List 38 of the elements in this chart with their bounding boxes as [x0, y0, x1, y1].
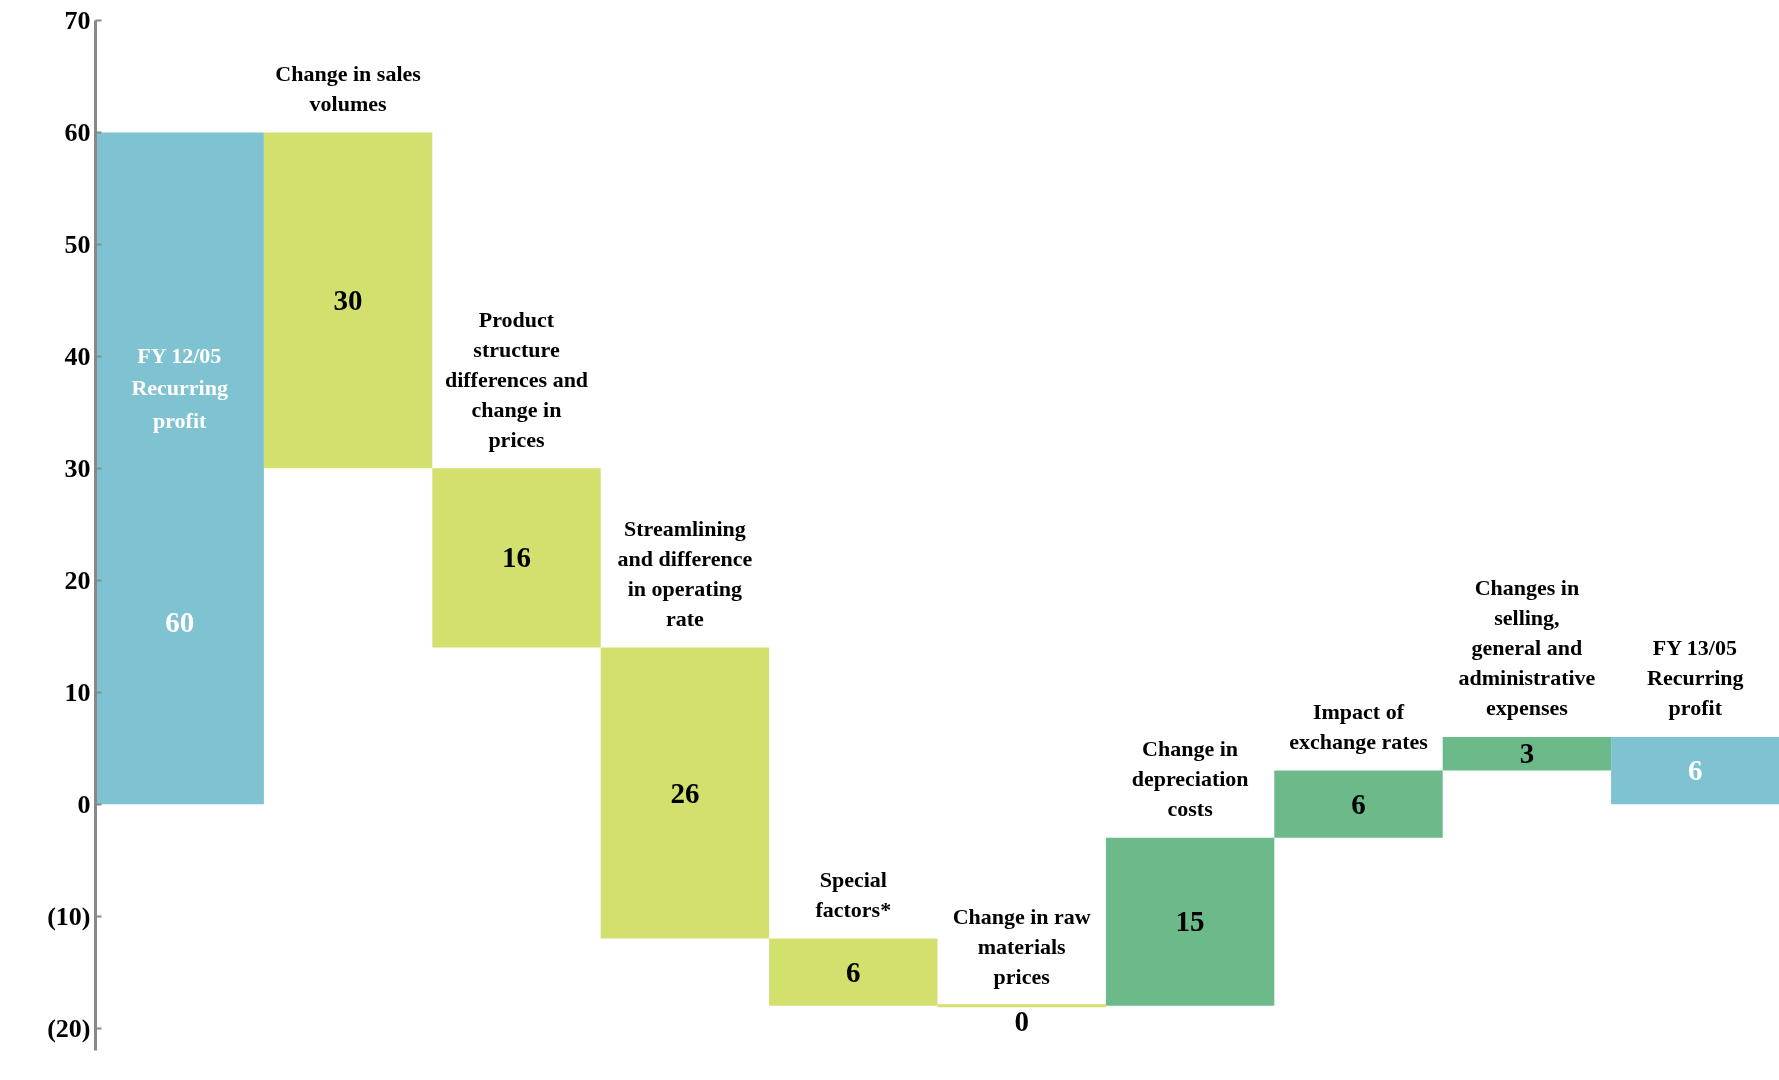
y-tick-label: 10 — [64, 677, 91, 707]
bar — [263, 132, 433, 469]
bar — [1105, 837, 1275, 1006]
data-label: 26 — [670, 776, 700, 809]
data-label: 60 — [165, 606, 195, 639]
x-tick-label: Changes in selling, general and administrative expenses — [1458, 575, 1596, 721]
data-label: 3 — [1519, 737, 1535, 770]
y-tick-label: 0 — [77, 789, 91, 819]
data-label: 6 — [846, 955, 861, 988]
x-tick-label: Change in depreciation costs — [1131, 735, 1249, 821]
y-tick-label: 30 — [64, 453, 91, 483]
bar — [95, 132, 264, 805]
x-tick-label: Change in sales volumes — [275, 60, 422, 116]
data-label: 30 — [333, 283, 363, 316]
bar — [432, 468, 601, 648]
x-tick-label: FY 12/05 Recurring profit — [131, 342, 228, 433]
x-tick-label: FY 13/05 Recurring profit — [1647, 635, 1744, 721]
data-label: 6 — [1688, 754, 1703, 787]
y-tick-label: 70 — [64, 6, 91, 35]
bar — [1442, 737, 1612, 771]
y-tick-label: (20) — [47, 1013, 91, 1043]
x-tick-label: Product structure differences and change in prices — [444, 306, 589, 452]
x-tick-label: Special factors* — [815, 866, 892, 922]
y-tick-label: 40 — [64, 341, 91, 371]
data-label: 0 — [1014, 1005, 1029, 1038]
x-tick-label: Impact of exchange rates — [1289, 698, 1429, 754]
y-tick-label: (10) — [47, 901, 91, 931]
bar — [1274, 770, 1443, 838]
y-tick-label: 60 — [64, 117, 91, 147]
data-label: 16 — [502, 541, 531, 574]
bar — [1611, 737, 1779, 805]
x-tick-label: Streamlining and difference in operating rate — [617, 515, 753, 631]
data-label: 15 — [1175, 905, 1205, 938]
bar — [600, 647, 770, 939]
data-label: 6 — [1351, 787, 1366, 820]
x-tick-label: Change in raw materials prices — [952, 903, 1091, 989]
y-tick-label: 20 — [64, 565, 91, 595]
y-tick-label: 50 — [64, 229, 91, 259]
